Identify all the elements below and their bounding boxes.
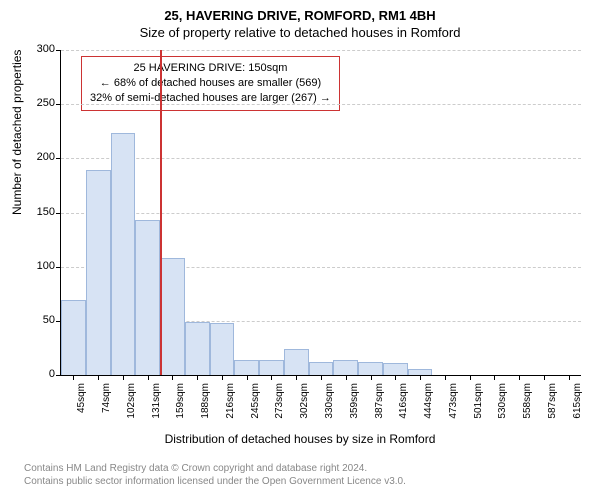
x-tick (172, 375, 173, 380)
x-tick-label: 131sqm (151, 383, 162, 443)
x-tick-label: 188sqm (200, 383, 211, 443)
x-tick-label: 45sqm (76, 383, 87, 443)
histogram-bar (61, 300, 86, 375)
histogram-bar (309, 362, 334, 375)
reference-line (160, 50, 162, 375)
x-tick-label: 273sqm (274, 383, 285, 443)
histogram-bar (185, 322, 210, 375)
y-axis-label: Number of detached properties (10, 50, 24, 215)
y-tick (56, 158, 61, 159)
y-tick (56, 104, 61, 105)
x-tick (98, 375, 99, 380)
histogram-bar (210, 323, 235, 375)
grid-line (61, 213, 581, 214)
annotation-box: 25 HAVERING DRIVE: 150sqm ← 68% of detac… (81, 56, 340, 111)
y-tick-label: 250 (15, 97, 55, 109)
x-tick (494, 375, 495, 380)
y-tick-label: 200 (15, 151, 55, 163)
x-tick (395, 375, 396, 380)
x-tick (470, 375, 471, 380)
histogram-bar (358, 362, 383, 375)
x-tick (569, 375, 570, 380)
histogram-bar (86, 170, 111, 375)
y-tick-label: 100 (15, 260, 55, 272)
x-tick (222, 375, 223, 380)
x-tick-label: 159sqm (175, 383, 186, 443)
x-tick-label: 558sqm (522, 383, 533, 443)
x-tick (73, 375, 74, 380)
x-tick-label: 102sqm (126, 383, 137, 443)
histogram-bar (135, 220, 160, 375)
histogram-bar (234, 360, 259, 375)
x-tick-label: 245sqm (250, 383, 261, 443)
x-tick (148, 375, 149, 380)
x-tick (544, 375, 545, 380)
y-tick-label: 50 (15, 314, 55, 326)
x-tick-label: 359sqm (349, 383, 360, 443)
x-tick-label: 444sqm (423, 383, 434, 443)
histogram-bar (383, 363, 408, 375)
x-tick (247, 375, 248, 380)
chart-plot-area: 25 HAVERING DRIVE: 150sqm ← 68% of detac… (60, 50, 581, 376)
histogram-bar (160, 258, 185, 375)
y-tick (56, 213, 61, 214)
y-tick (56, 267, 61, 268)
x-tick (519, 375, 520, 380)
x-tick-label: 615sqm (572, 383, 583, 443)
x-tick (271, 375, 272, 380)
histogram-bar (259, 360, 284, 375)
x-tick (346, 375, 347, 380)
x-tick (321, 375, 322, 380)
x-tick-label: 473sqm (448, 383, 459, 443)
x-tick-label: 330sqm (324, 383, 335, 443)
x-tick (420, 375, 421, 380)
x-tick-label: 216sqm (225, 383, 236, 443)
grid-line (61, 50, 581, 51)
y-tick-label: 150 (15, 206, 55, 218)
x-tick (197, 375, 198, 380)
x-tick (445, 375, 446, 380)
y-tick (56, 375, 61, 376)
x-tick-label: 530sqm (497, 383, 508, 443)
y-tick (56, 50, 61, 51)
chart-title-sub: Size of property relative to detached ho… (0, 23, 600, 40)
footer-line1: Contains HM Land Registry data © Crown c… (24, 462, 406, 475)
x-tick-label: 387sqm (374, 383, 385, 443)
annotation-line1: 25 HAVERING DRIVE: 150sqm (90, 61, 331, 76)
y-tick-label: 0 (15, 368, 55, 380)
x-tick-label: 302sqm (299, 383, 310, 443)
histogram-bar (284, 349, 309, 375)
y-tick-label: 300 (15, 43, 55, 55)
annotation-line2: ← 68% of detached houses are smaller (56… (90, 76, 331, 91)
x-tick (123, 375, 124, 380)
x-tick-label: 587sqm (547, 383, 558, 443)
x-tick-label: 74sqm (101, 383, 112, 443)
footer-attribution: Contains HM Land Registry data © Crown c… (24, 462, 406, 488)
grid-line (61, 158, 581, 159)
x-tick-label: 416sqm (398, 383, 409, 443)
footer-line2: Contains public sector information licen… (24, 475, 406, 488)
x-tick-label: 501sqm (473, 383, 484, 443)
chart-container: 25, HAVERING DRIVE, ROMFORD, RM1 4BH Siz… (0, 0, 600, 500)
x-tick (296, 375, 297, 380)
grid-line (61, 104, 581, 105)
histogram-bar (333, 360, 358, 375)
chart-title-main: 25, HAVERING DRIVE, ROMFORD, RM1 4BH (0, 0, 600, 23)
histogram-bar (111, 133, 136, 375)
x-tick (371, 375, 372, 380)
